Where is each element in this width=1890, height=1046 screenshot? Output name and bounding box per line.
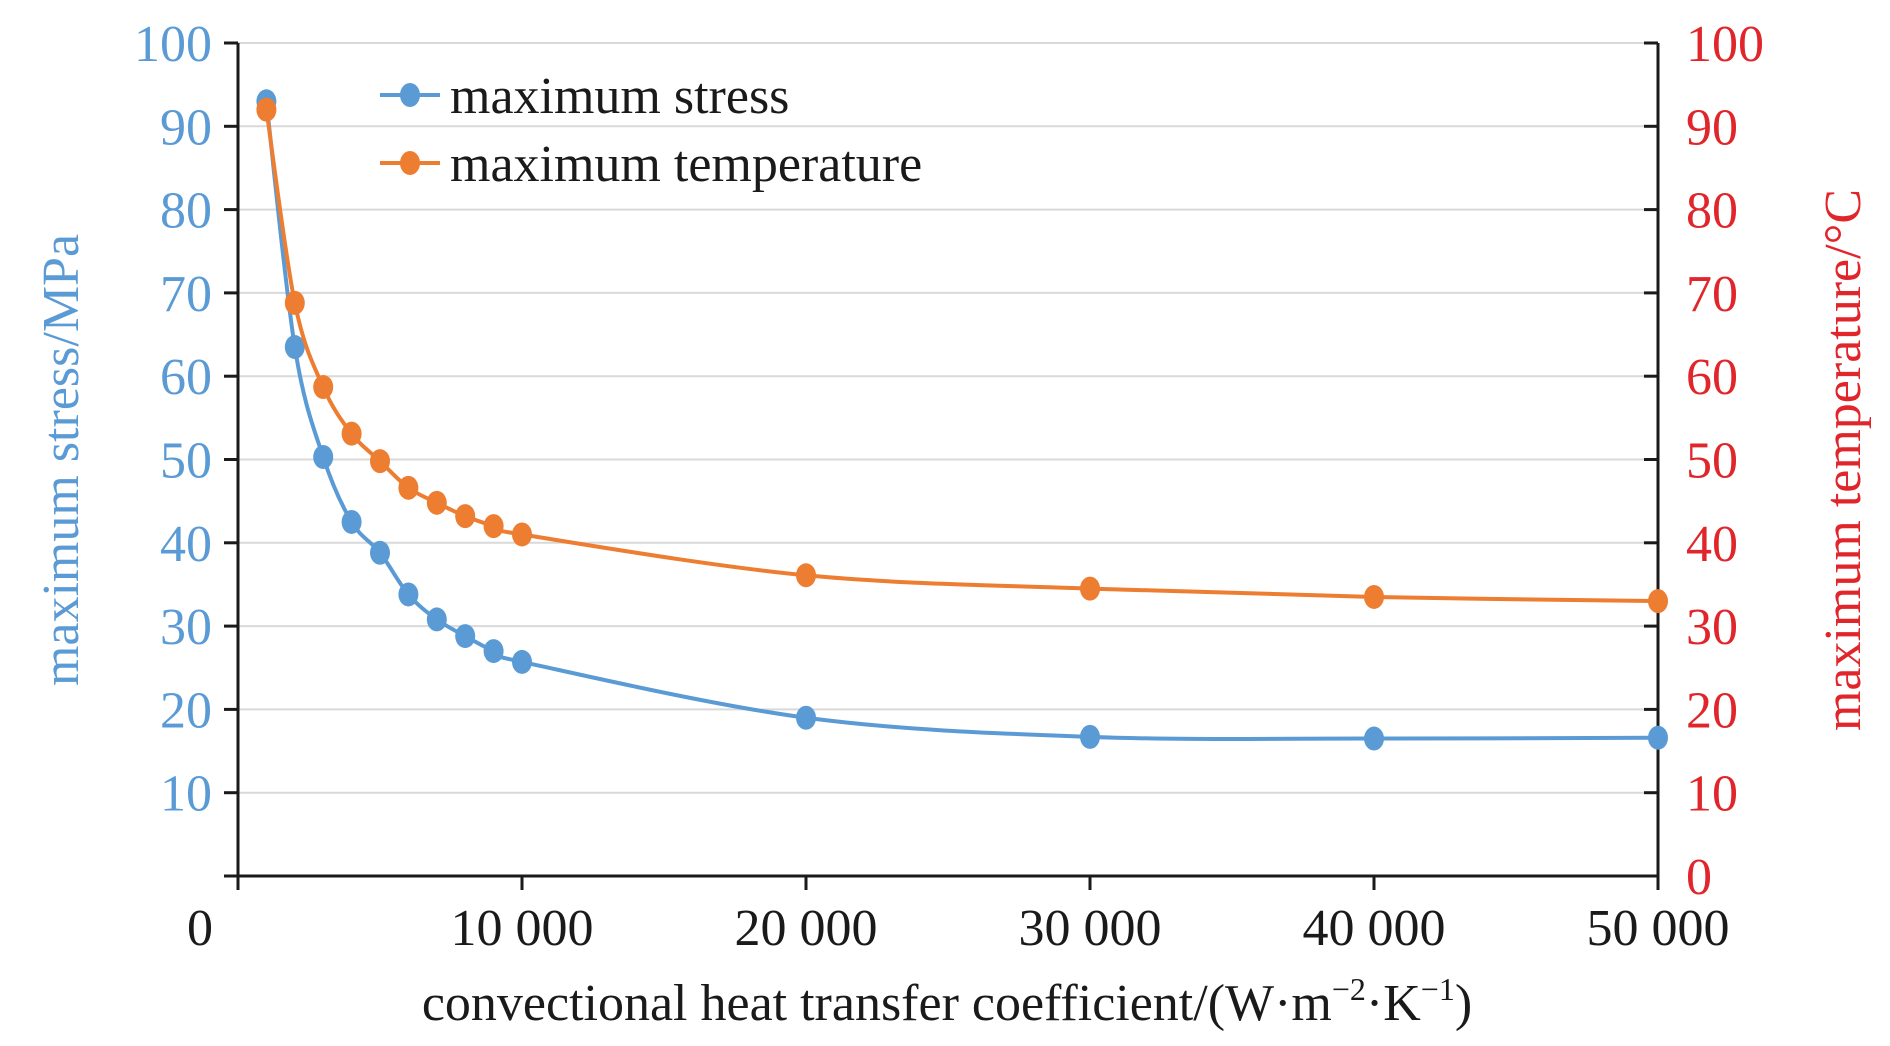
data-point-temperature <box>796 563 816 588</box>
legend-item-stress: maximum stress <box>380 68 789 125</box>
x-axis-title-end: ) <box>1455 975 1472 1032</box>
data-point-temperature <box>341 421 362 446</box>
x-axis-title-sup1: −2 <box>1332 971 1366 1007</box>
y-right-tick-label: 100 <box>1686 16 1764 73</box>
x-axis-title-sup2: −1 <box>1421 971 1455 1007</box>
y-left-tick-label: 30 <box>160 599 212 656</box>
y-left-tick-label: 40 <box>160 516 212 573</box>
y-right-tick-label: 20 <box>1686 682 1738 739</box>
data-point-stress <box>1364 726 1384 751</box>
ticks <box>224 41 1660 890</box>
x-tick-label: 10 000 <box>451 900 594 957</box>
y-left-tick-label: 80 <box>160 183 212 240</box>
y-left-tick-label: 10 <box>160 766 212 823</box>
data-point-stress <box>284 335 305 360</box>
data-point-temperature <box>1364 584 1384 609</box>
x-tick-label: 0 <box>187 900 213 957</box>
data-point-stress <box>313 445 334 470</box>
x-tick-label: 40 000 <box>1303 900 1446 957</box>
y-left-tick-label: 20 <box>160 682 212 739</box>
tick-labels: 10 20 30 40 50 60 70 80 90 100 0 10 20 30 40 50 60 70 80 90… <box>134 16 1764 957</box>
x-tick-label: 30 000 <box>1019 900 1162 957</box>
y-left-tick-label: 100 <box>134 16 212 73</box>
data-point-stress <box>1080 724 1100 749</box>
data-point-temperature <box>313 375 334 400</box>
y-right-tick-label: 10 <box>1686 766 1738 823</box>
legend-item-temperature: maximum temperature <box>380 136 922 193</box>
data-point-temperature <box>370 449 390 474</box>
y-right-tick-label: 70 <box>1686 266 1738 323</box>
data-point-stress <box>483 639 504 664</box>
y-left-tick-label: 90 <box>160 99 212 156</box>
x-axis-title-mid: ·K <box>1366 975 1421 1032</box>
data-point-temperature <box>398 475 419 500</box>
x-tick-label: 50 000 <box>1587 900 1730 957</box>
y-right-tick-label: 30 <box>1686 599 1738 656</box>
data-point-temperature <box>1080 576 1100 601</box>
series-layer <box>256 89 1668 751</box>
y-right-tick-label: 50 <box>1686 433 1738 490</box>
data-point-stress <box>341 509 362 534</box>
x-tick-label: 20 000 <box>735 900 878 957</box>
y-left-tick-label: 60 <box>160 349 212 406</box>
data-point-stress <box>455 624 476 649</box>
data-point-temperature <box>284 290 305 315</box>
data-point-stress <box>398 582 419 607</box>
y-right-tick-label: 0 <box>1686 849 1712 906</box>
data-point-temperature <box>426 490 447 515</box>
y-left-tick-label: 70 <box>160 266 212 323</box>
y-right-tick-label: 90 <box>1686 99 1738 156</box>
x-axis-title: convectional heat transfer coefficient/(… <box>422 971 1472 1032</box>
data-point-temperature <box>512 522 532 547</box>
data-point-temperature <box>1648 589 1668 614</box>
legend-stress-marker <box>400 83 420 107</box>
gridlines <box>238 42 1658 794</box>
y-right-tick-label: 60 <box>1686 349 1738 406</box>
x-axis-title-main: convectional heat transfer coefficient/(… <box>422 975 1332 1032</box>
data-point-stress <box>370 540 390 565</box>
y-right-tick-label: 80 <box>1686 183 1738 240</box>
data-point-stress <box>796 705 816 730</box>
data-point-stress <box>426 607 447 632</box>
legend-stress-label: maximum stress <box>450 68 789 125</box>
y-left-tick-label: 50 <box>160 433 212 490</box>
legend-temperature-label: maximum temperature <box>450 136 922 193</box>
series-line-stress <box>264 101 1659 741</box>
legend: maximum stress maximum temperature <box>380 68 922 193</box>
data-point-temperature <box>256 97 277 122</box>
y-axis-right-title: maximum temperature/°C <box>1815 189 1872 731</box>
data-point-temperature <box>455 504 476 529</box>
y-right-tick-label: 40 <box>1686 516 1738 573</box>
y-axis-left-title: maximum stress/MPa <box>33 234 90 686</box>
data-point-stress <box>1648 725 1668 750</box>
data-point-stress <box>512 649 532 674</box>
legend-temperature-marker <box>400 151 420 175</box>
data-point-temperature <box>483 514 504 539</box>
